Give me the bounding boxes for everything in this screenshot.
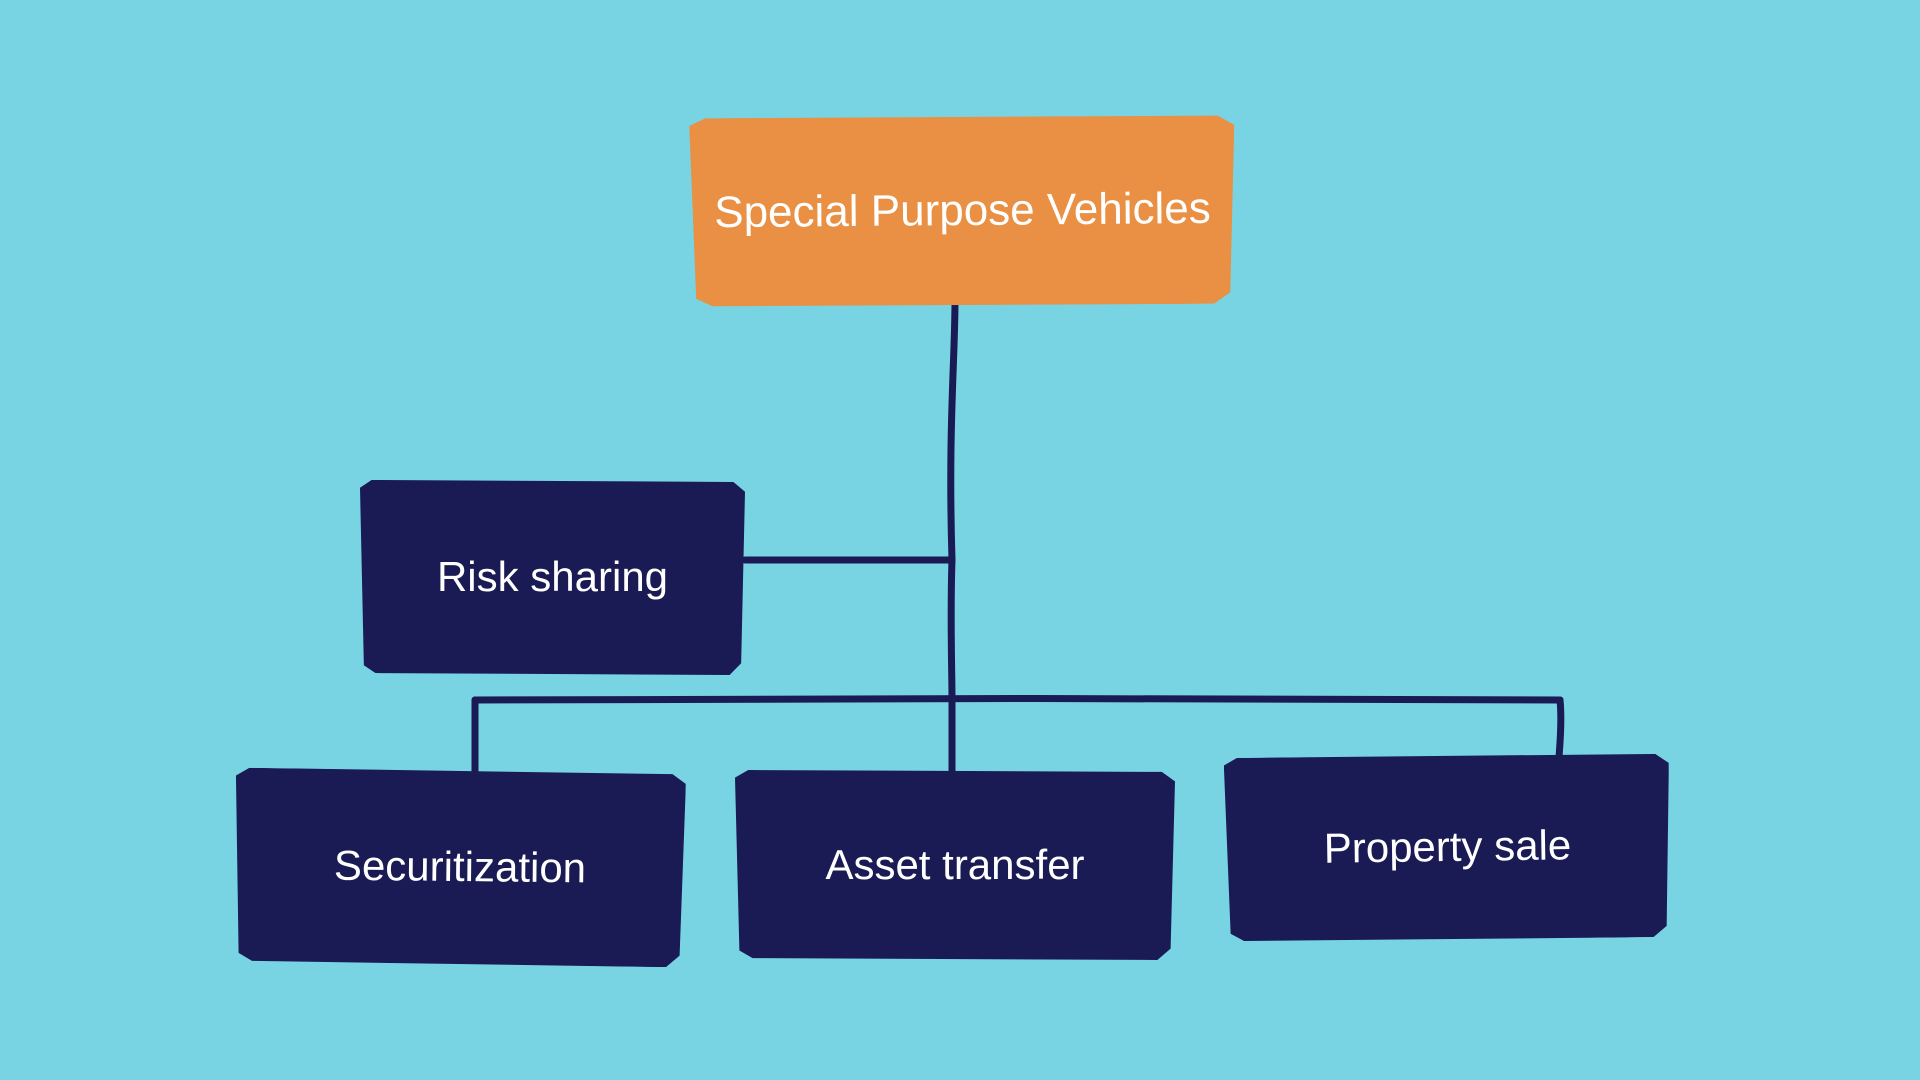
node-asset-transfer: Asset transfer [735,770,1175,960]
node-root-label: Special Purpose Vehicles [714,180,1211,242]
node-risk-label: Risk sharing [437,550,668,605]
node-root: Special Purpose Vehicles [689,114,1236,309]
node-sec-label: Securitization [334,839,587,896]
node-prop-label: Property sale [1323,818,1571,876]
node-property-sale: Property sale [1224,752,1672,943]
diagram-canvas: Special Purpose Vehicles Risk sharing Se… [0,0,1920,1080]
node-risk-sharing: Risk sharing [360,480,745,675]
node-asset-label: Asset transfer [825,838,1084,893]
node-securitization: Securitization [234,768,686,968]
